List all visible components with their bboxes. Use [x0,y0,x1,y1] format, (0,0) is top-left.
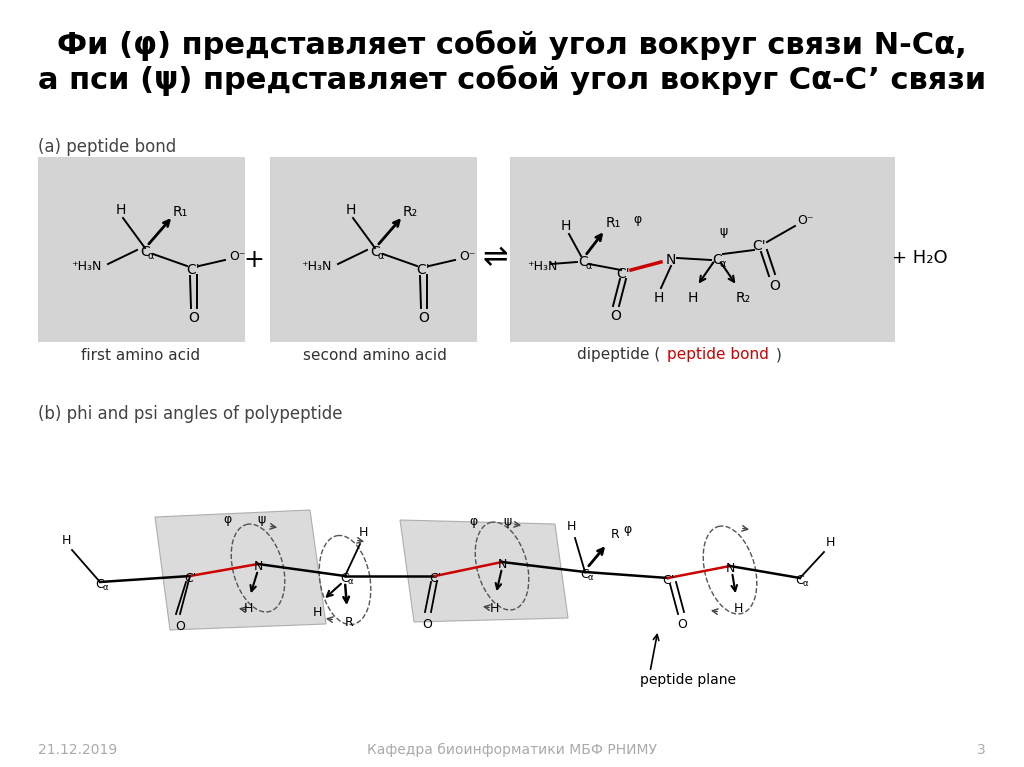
Text: (b) phi and psi angles of polypeptide: (b) phi and psi angles of polypeptide [38,405,342,423]
Text: C: C [579,255,588,269]
Text: H: H [566,519,575,532]
Text: N: N [253,559,263,572]
Text: C: C [140,245,150,259]
Text: α: α [378,251,384,261]
Text: α: α [102,584,108,592]
Text: C: C [95,578,104,591]
FancyBboxPatch shape [510,157,895,342]
Text: φ: φ [224,513,232,526]
Text: ⁺H₃N: ⁺H₃N [71,259,101,272]
Text: ψ: ψ [504,515,512,528]
Text: φ: φ [470,515,478,528]
Text: C': C' [616,267,630,281]
Text: R: R [345,615,353,628]
Text: dipeptide (: dipeptide ( [577,347,660,363]
Text: H: H [688,291,698,305]
Text: H: H [489,601,499,614]
Text: +: + [244,248,264,272]
Text: R₁: R₁ [172,205,187,219]
Text: 3: 3 [977,743,986,757]
Text: peptide bond: peptide bond [667,347,769,363]
Text: C: C [370,245,380,259]
Text: first amino acid: first amino acid [82,347,201,363]
Text: α: α [720,259,726,269]
Text: ψ: ψ [720,225,728,239]
Text: Фи (φ) представляет собой угол вокруг связи N-Cα,: Фи (φ) представляет собой угол вокруг св… [57,29,967,61]
Polygon shape [400,520,568,622]
Text: C: C [581,568,590,581]
Text: O⁻: O⁻ [228,249,246,262]
Text: H: H [61,534,71,547]
Text: C: C [712,253,722,267]
FancyBboxPatch shape [38,157,245,342]
Text: O: O [770,279,780,293]
Text: ⁺H₃N: ⁺H₃N [527,259,557,272]
Text: O: O [419,311,429,325]
Text: O: O [175,620,185,633]
Text: ): ) [776,347,782,363]
Text: R: R [610,528,620,541]
Text: O⁻: O⁻ [797,213,813,226]
Text: H: H [116,203,126,217]
Text: H: H [825,535,835,548]
Text: α: α [147,251,155,261]
Text: φ: φ [623,524,631,536]
Text: R₂: R₂ [735,291,751,305]
Text: C: C [796,574,805,587]
Text: φ: φ [634,213,642,226]
Text: C': C' [184,571,197,584]
Text: H: H [358,525,368,538]
Text: H: H [561,219,571,233]
Text: α: α [802,580,808,588]
Text: O: O [188,311,200,325]
Text: α: α [587,574,593,582]
Text: R₁: R₁ [605,216,621,230]
Text: ⁺H₃N: ⁺H₃N [301,259,331,272]
Text: C: C [341,571,349,584]
Text: 21.12.2019: 21.12.2019 [38,743,118,757]
Text: R₂: R₂ [402,205,418,219]
Text: ⇌: ⇌ [482,243,508,272]
Text: а пси (ψ) представляет собой угол вокруг Cα-C’ связи: а пси (ψ) представляет собой угол вокруг… [38,64,986,96]
Text: (a) peptide bond: (a) peptide bond [38,138,176,156]
Text: C': C' [186,263,200,277]
Text: C': C' [429,571,441,584]
Text: H: H [244,601,253,614]
Text: α: α [347,578,352,587]
Polygon shape [155,510,326,630]
Text: N: N [725,561,734,574]
Text: C': C' [662,574,674,587]
Text: O: O [677,617,687,630]
Text: O: O [422,617,432,630]
Text: second amino acid: second amino acid [303,347,446,363]
Text: α: α [586,261,592,271]
Text: N: N [666,253,676,267]
Text: ψ: ψ [258,513,266,526]
FancyBboxPatch shape [270,157,477,342]
Text: C': C' [416,263,430,277]
Text: O⁻: O⁻ [459,249,475,262]
Text: H: H [312,605,322,618]
Text: H: H [346,203,356,217]
Text: peptide plane: peptide plane [640,673,736,687]
Text: N: N [498,558,507,571]
Text: C': C' [753,239,766,253]
Text: H: H [653,291,665,305]
Text: + H₂O: + H₂O [892,249,948,267]
Text: H: H [733,601,742,614]
Text: O: O [610,309,622,323]
Text: Кафедра биоинформатики МБФ РНИМУ: Кафедра биоинформатики МБФ РНИМУ [367,743,657,757]
